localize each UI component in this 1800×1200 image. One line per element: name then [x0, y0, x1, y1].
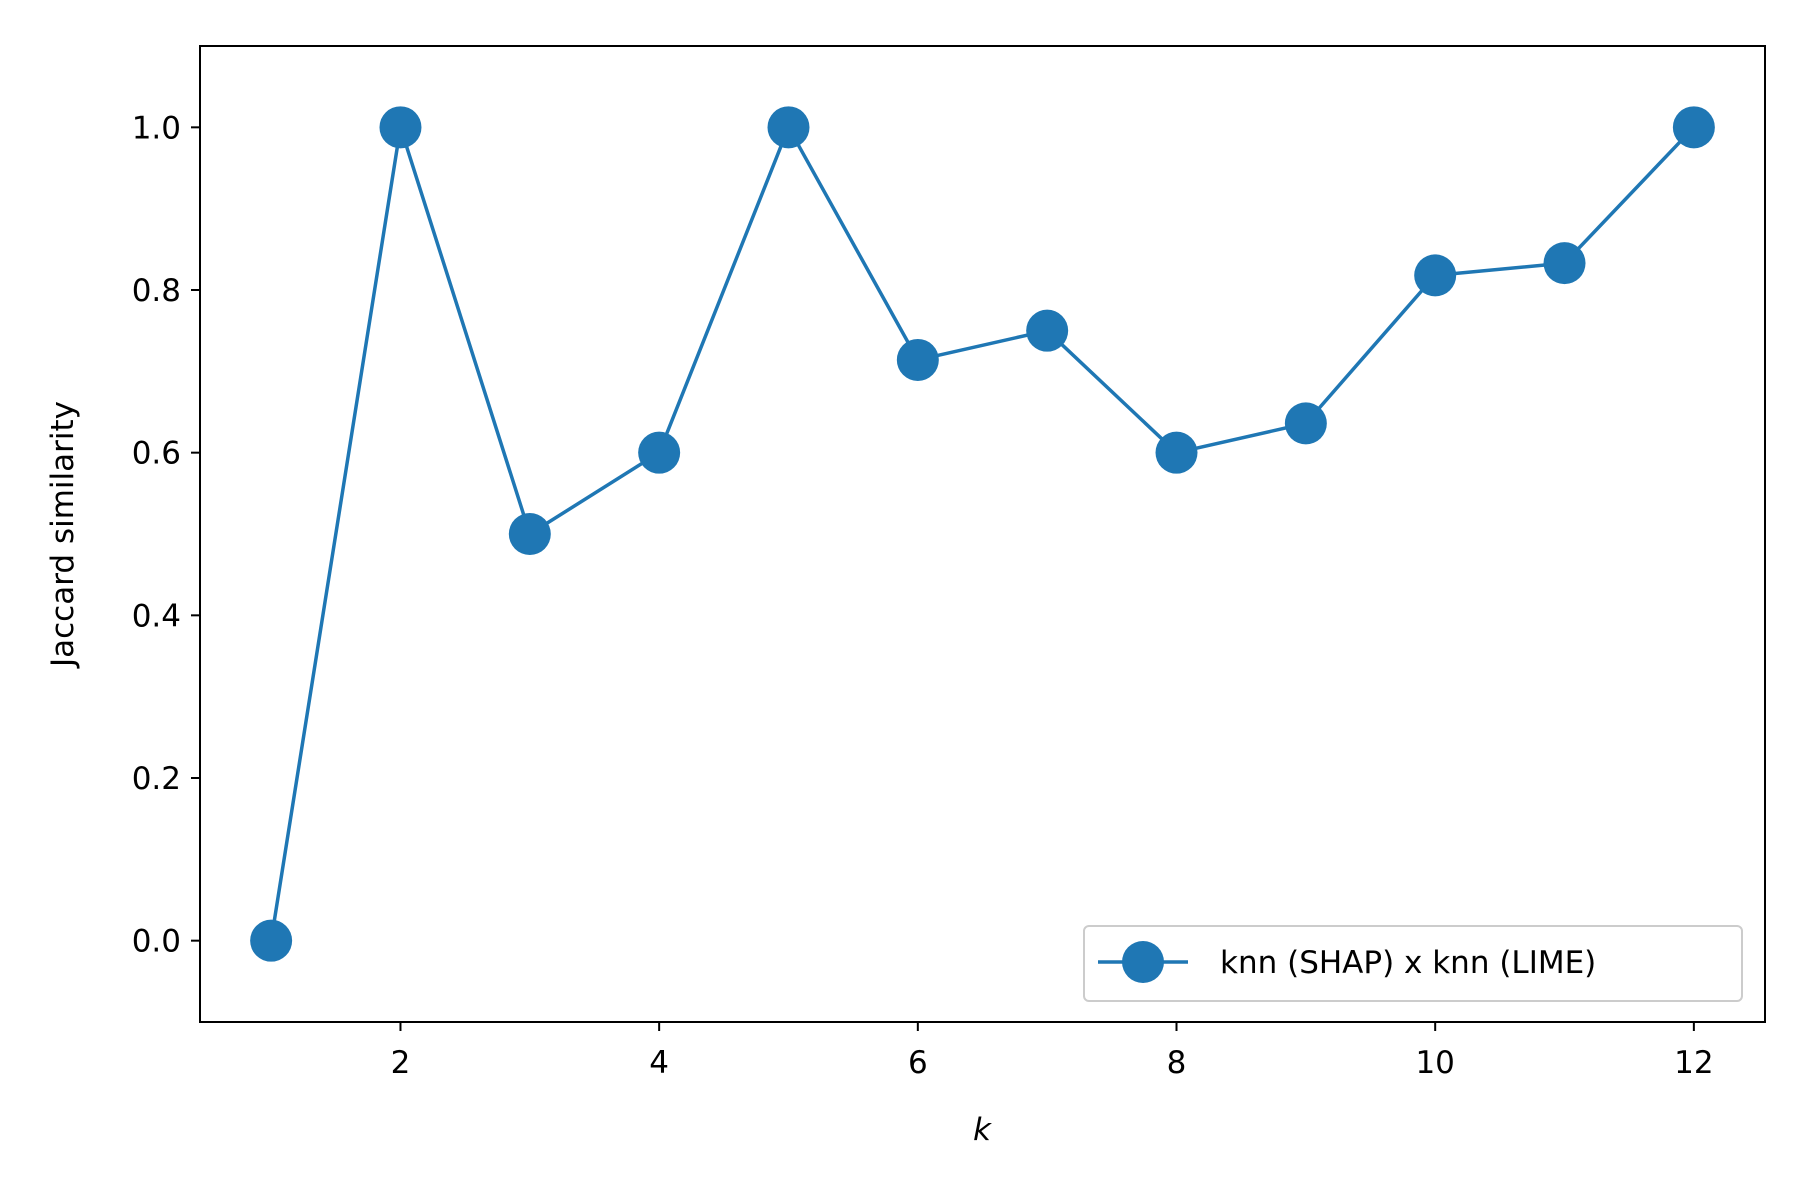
- data-point: [1026, 309, 1069, 352]
- legend-box: [1083, 925, 1743, 1002]
- x-tick-label: 8: [1167, 1045, 1187, 1081]
- plot-area: [200, 46, 1765, 1022]
- y-tick-label: 0.0: [132, 924, 181, 960]
- x-tick-label: 12: [1674, 1045, 1713, 1081]
- data-point: [638, 431, 681, 474]
- data-point: [379, 106, 422, 149]
- x-tick-label: 2: [391, 1045, 411, 1081]
- data-point: [1543, 242, 1586, 285]
- x-axis-title: k: [973, 1112, 992, 1148]
- y-tick-label: 0.6: [132, 436, 181, 472]
- data-point: [508, 513, 551, 555]
- y-axis: 0.0 0.2 0.4 0.6 0.8 1.0: [132, 110, 200, 960]
- x-tick-label: 10: [1415, 1045, 1454, 1081]
- y-axis-title: Jaccard similarity: [45, 401, 81, 669]
- data-point: [767, 106, 810, 149]
- x-tick-label: 6: [908, 1045, 928, 1081]
- data-point: [1672, 106, 1715, 149]
- x-axis: 2 4 6 8 10 12: [391, 1022, 1714, 1081]
- series-layer: [250, 106, 1715, 962]
- data-point: [896, 338, 939, 381]
- x-tick-label: 4: [649, 1045, 669, 1081]
- plot-frame: [199, 45, 1766, 1023]
- y-tick-label: 0.8: [132, 273, 181, 309]
- y-tick-label: 0.4: [132, 598, 181, 634]
- data-point: [1284, 402, 1327, 445]
- legend: knn (SHAP) x knn (LIME): [1083, 925, 1743, 1002]
- data-point: [250, 919, 293, 962]
- data-point: [1414, 254, 1457, 297]
- series-line: [269, 125, 1696, 941]
- legend-label: knn (SHAP) x knn (LIME): [1220, 945, 1596, 981]
- legend-marker-swatch: [1122, 941, 1164, 983]
- data-point: [1155, 431, 1198, 474]
- y-tick-label: 1.0: [132, 110, 181, 146]
- y-tick-label: 0.2: [132, 761, 181, 797]
